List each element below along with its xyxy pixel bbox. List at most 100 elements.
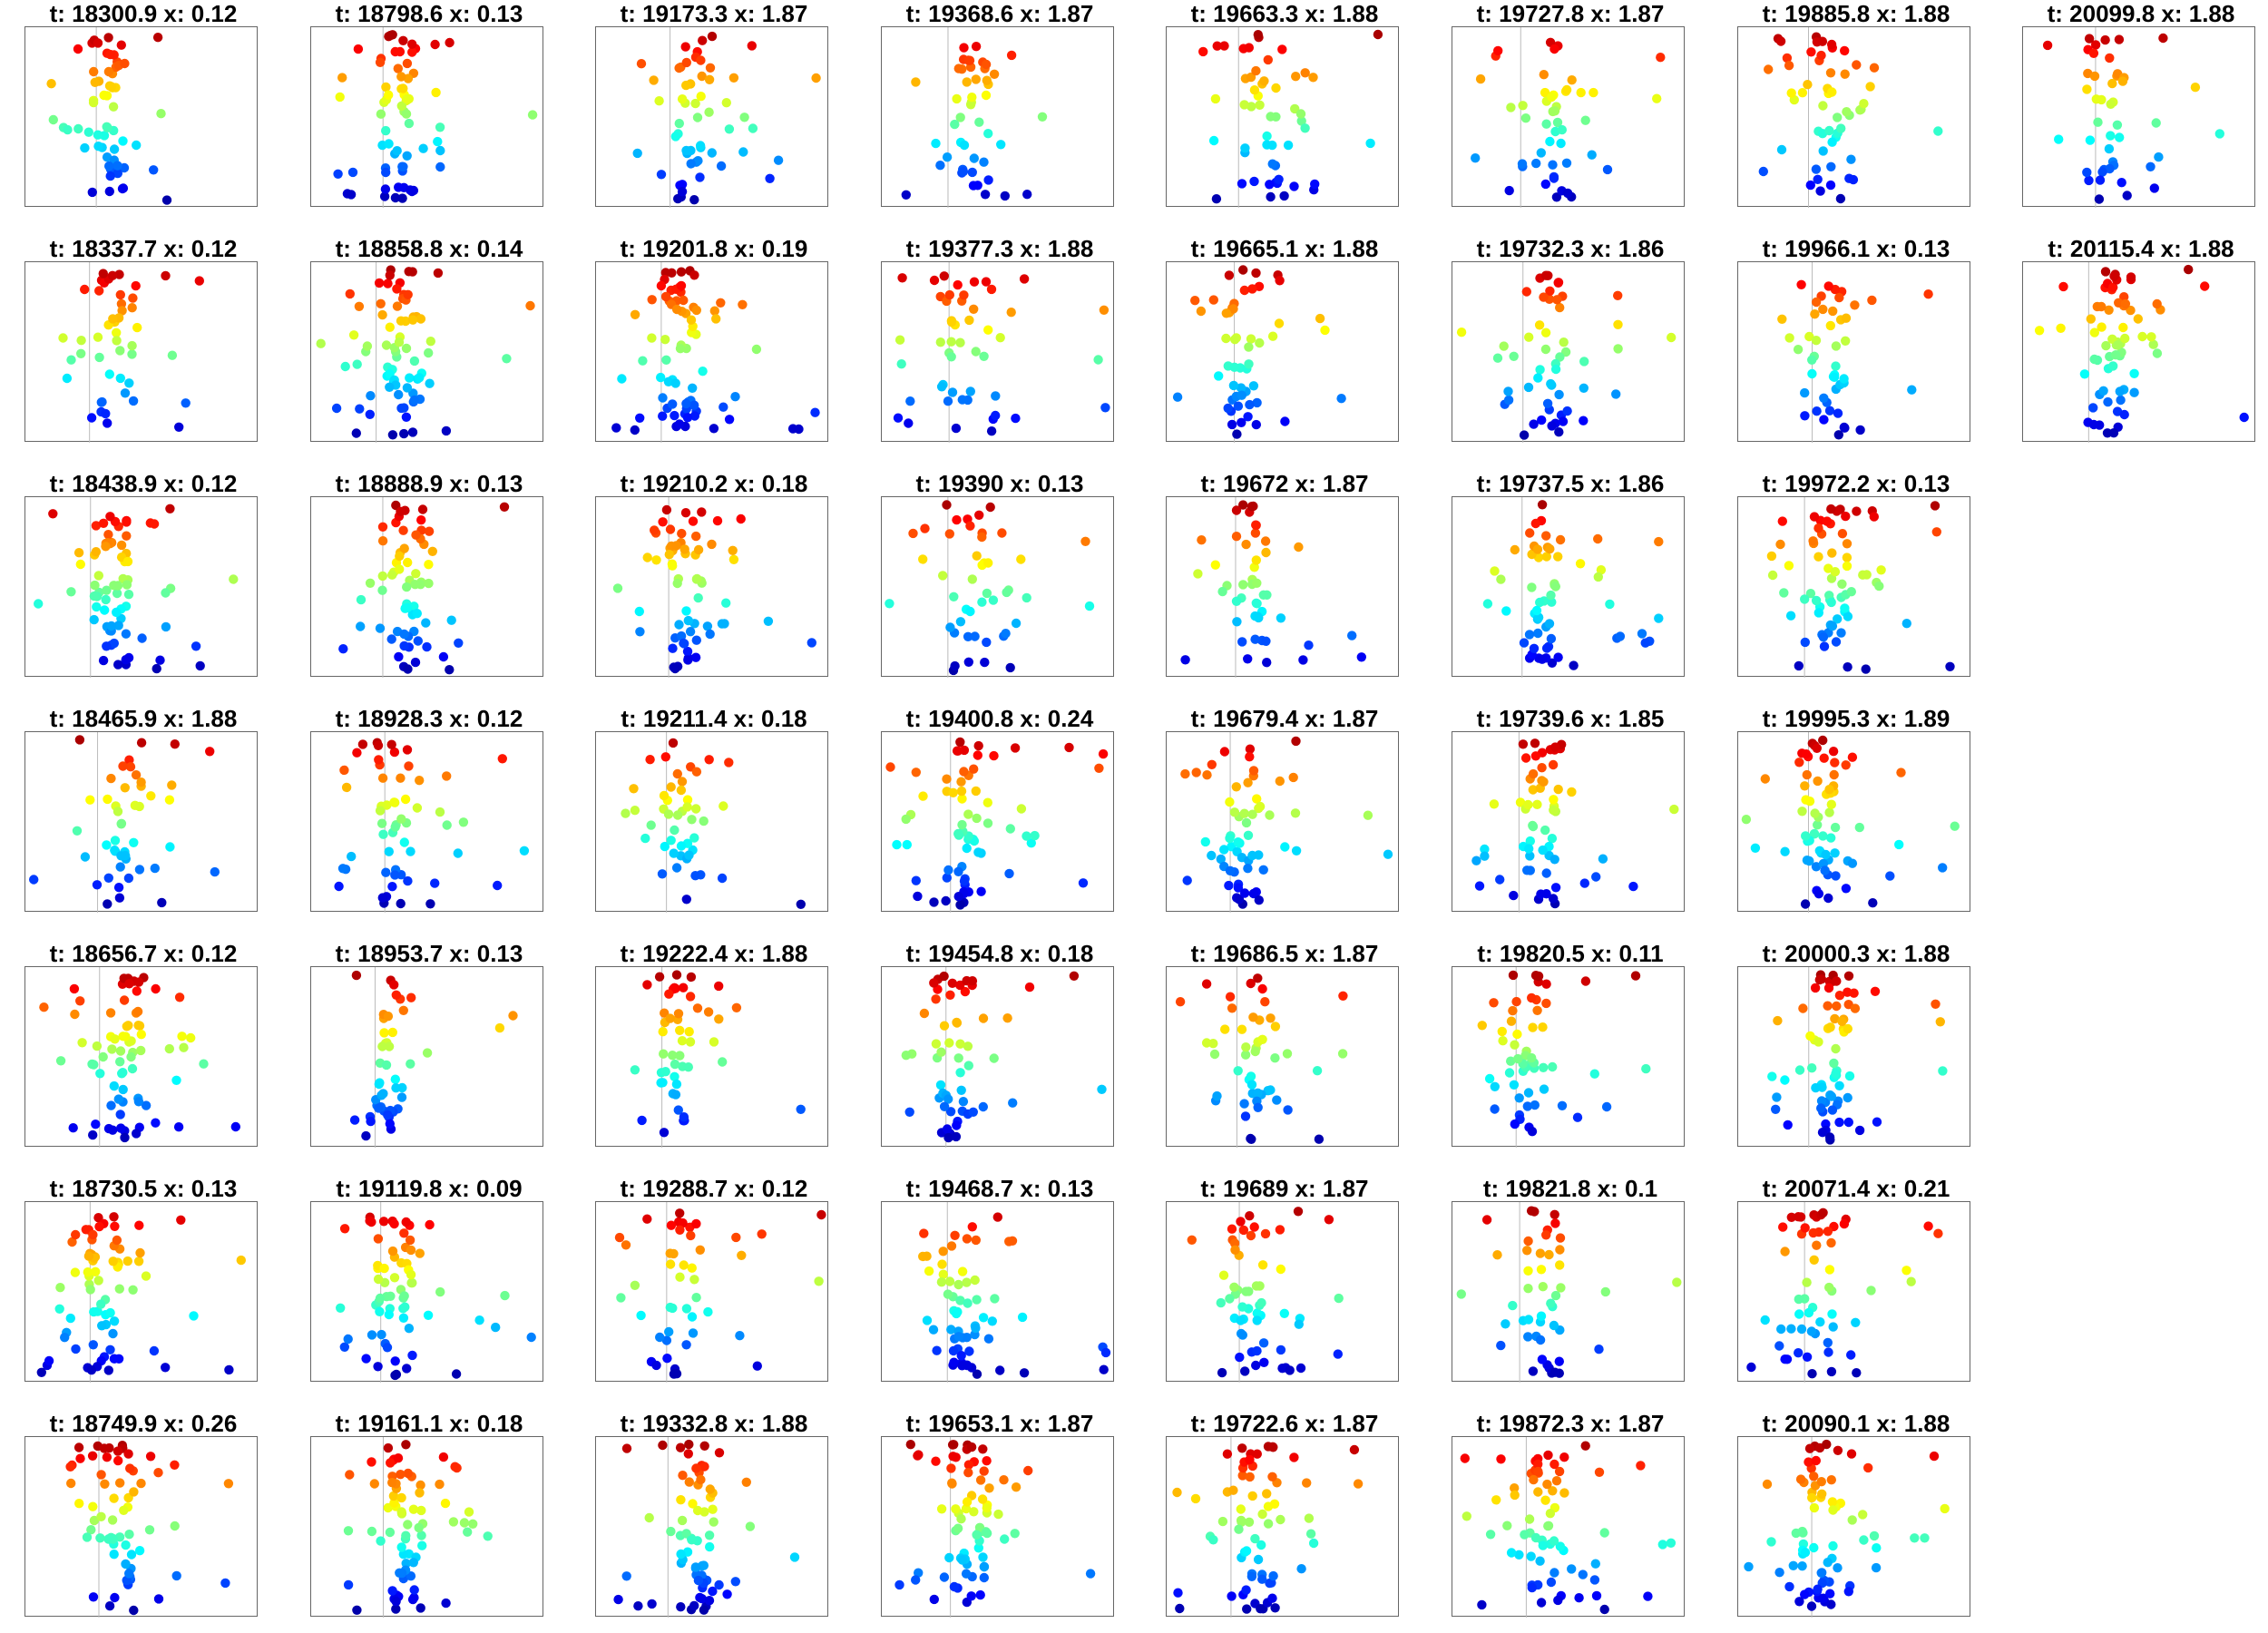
scatter-panel: t: 18300.9 x: 0.12 — [0, 0, 287, 220]
scatter-point — [1801, 749, 1812, 759]
scatter-point — [660, 335, 670, 345]
scatter-point — [936, 1047, 946, 1057]
scatter-plot — [1456, 1202, 1682, 1383]
scatter-point — [1543, 1521, 1554, 1530]
scatter-point — [968, 181, 979, 191]
scatter-point — [1800, 781, 1810, 791]
scatter-point — [1866, 1286, 1876, 1296]
scatter-point — [402, 94, 412, 104]
scatter-point — [1850, 1003, 1861, 1013]
scatter-point — [944, 1552, 954, 1563]
scatter-point — [960, 986, 971, 997]
scatter-point — [671, 970, 682, 980]
scatter-panel: t: 18337.7 x: 0.12 — [0, 235, 287, 455]
scatter-point — [1813, 820, 1823, 830]
scatter-point — [398, 35, 408, 45]
scatter-point — [1527, 1127, 1538, 1137]
scatter-point — [681, 80, 691, 91]
scatter-point — [396, 773, 406, 783]
scatter-point — [112, 1235, 122, 1246]
scatter-point — [1524, 332, 1534, 342]
scatter-point — [1579, 416, 1589, 425]
scatter-point — [1480, 844, 1490, 855]
plot-area — [310, 1201, 543, 1383]
scatter-point — [664, 1326, 674, 1337]
plot-area — [881, 26, 1114, 208]
scatter-point — [953, 1523, 963, 1533]
scatter-point — [1266, 191, 1276, 202]
scatter-point — [944, 1276, 955, 1286]
scatter-point — [1510, 1119, 1520, 1129]
scatter-point — [100, 605, 110, 615]
scatter-point — [687, 1263, 697, 1273]
scatter-point — [1004, 868, 1014, 879]
scatter-point — [107, 1515, 118, 1525]
scatter-point — [657, 869, 668, 879]
scatter-point — [1524, 844, 1534, 854]
scatter-point — [151, 983, 161, 994]
scatter-point — [141, 1271, 152, 1281]
scatter-point — [1818, 831, 1828, 841]
scatter-point — [665, 524, 676, 534]
scatter-point — [1780, 1075, 1790, 1085]
scatter-point — [122, 1256, 132, 1266]
scatter-point — [687, 815, 697, 825]
scatter-point — [943, 1094, 953, 1104]
scatter-point — [1807, 368, 1817, 379]
scatter-point — [118, 1032, 128, 1041]
scatter-point — [2082, 167, 2092, 178]
scatter-point — [411, 530, 421, 540]
scatter-point — [1251, 1360, 1261, 1371]
scatter-point — [957, 819, 967, 830]
scatter-point — [691, 767, 702, 777]
scatter-point — [2112, 120, 2123, 130]
scatter-plot — [613, 1437, 800, 1618]
scatter-point — [1823, 983, 1834, 993]
scatter-point — [355, 404, 365, 414]
scatter-point — [170, 1521, 180, 1531]
scatter-point — [96, 1299, 106, 1309]
scatter-point — [1593, 572, 1603, 582]
panel-title: t: 20090.1 x: 1.88 — [1762, 1410, 1950, 1437]
scatter-point — [1249, 562, 1259, 572]
scatter-point — [1305, 1529, 1316, 1539]
scatter-point — [1308, 1538, 1319, 1549]
scatter-point — [1100, 403, 1110, 413]
scatter-point — [71, 1344, 81, 1354]
scatter-point — [367, 1330, 377, 1340]
scatter-point — [1533, 1487, 1543, 1497]
scatter-point — [644, 1512, 654, 1523]
scatter-point — [401, 343, 412, 354]
scatter-point — [1758, 166, 1768, 177]
scatter-point — [1541, 643, 1552, 653]
scatter-point — [1084, 601, 1095, 611]
scatter-point — [1261, 636, 1271, 646]
scatter-point — [918, 791, 928, 801]
scatter-point — [1876, 565, 1886, 575]
scatter-point — [1509, 890, 1519, 901]
scatter-point — [1237, 390, 1246, 400]
scatter-point — [950, 119, 960, 130]
scatter-point — [374, 278, 385, 288]
panel-title: t: 19972.2 x: 0.13 — [1762, 470, 1950, 497]
scatter-panel: t: 19739.6 x: 1.85 — [1427, 705, 1714, 924]
scatter-point — [1245, 399, 1255, 410]
scatter-point — [965, 606, 975, 617]
scatter-point — [406, 846, 415, 856]
scatter-point — [2108, 361, 2118, 371]
scatter-point — [1253, 1088, 1263, 1098]
scatter-point — [958, 1097, 969, 1107]
scatter-point — [1022, 190, 1032, 200]
scatter-point — [1201, 1038, 1212, 1048]
scatter-point — [389, 980, 399, 990]
scatter-point — [2137, 331, 2147, 342]
scatter-point — [116, 1123, 126, 1133]
scatter-point — [1541, 1230, 1551, 1240]
scatter-point — [1216, 854, 1226, 865]
scatter-point — [1524, 1514, 1535, 1524]
scatter-point — [1460, 1453, 1470, 1463]
panel-title: t: 19288.7 x: 0.12 — [620, 1175, 808, 1202]
scatter-point — [1831, 341, 1842, 351]
scatter-point — [401, 1217, 411, 1227]
scatter-point — [1825, 68, 1836, 78]
